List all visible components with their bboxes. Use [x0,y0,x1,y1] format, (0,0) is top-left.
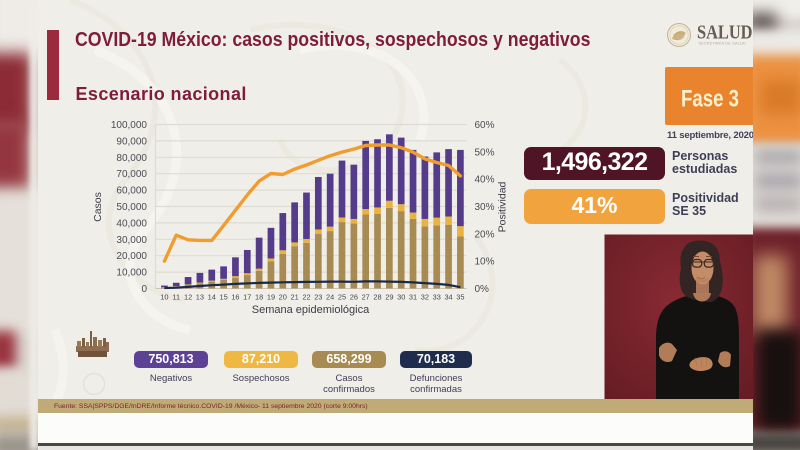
svg-text:50,000: 50,000 [116,202,147,213]
svg-text:12: 12 [184,292,192,301]
svg-text:10%: 10% [475,257,495,268]
svg-text:60%: 60% [475,120,495,131]
svg-text:70,000: 70,000 [116,169,147,180]
svg-text:22: 22 [302,292,310,301]
svg-text:50%: 50% [475,147,495,158]
svg-text:13: 13 [196,292,204,301]
svg-text:11: 11 [172,292,180,301]
svg-text:33: 33 [433,292,441,301]
svg-text:100,000: 100,000 [111,120,148,131]
svg-text:20%: 20% [475,229,495,240]
svg-text:Casos: Casos [92,192,104,222]
svg-text:32: 32 [421,292,429,301]
svg-text:30,000: 30,000 [116,235,147,246]
svg-text:23: 23 [314,292,322,301]
svg-text:60,000: 60,000 [116,186,147,197]
svg-text:20: 20 [279,292,287,301]
svg-text:20,000: 20,000 [116,251,147,262]
svg-text:SECRETARÍA DE SALUD: SECRETARÍA DE SALUD [699,42,746,46]
svg-text:SALUD: SALUD [697,21,753,43]
svg-text:40,000: 40,000 [116,218,147,229]
svg-text:0: 0 [141,284,147,295]
svg-text:16: 16 [231,292,239,301]
svg-text:Positividad: Positividad [497,181,509,232]
svg-text:24: 24 [326,292,334,301]
svg-text:0%: 0% [475,284,490,295]
svg-text:10,000: 10,000 [116,268,147,279]
svg-text:90,000: 90,000 [116,136,147,147]
svg-text:17: 17 [243,292,251,301]
svg-text:10: 10 [160,292,168,301]
svg-text:15: 15 [219,292,227,301]
svg-text:14: 14 [208,292,216,301]
svg-text:30%: 30% [475,202,495,213]
svg-text:25: 25 [338,292,346,301]
svg-text:31: 31 [409,292,417,301]
svg-text:29: 29 [385,292,393,301]
svg-text:27: 27 [362,292,370,301]
svg-text:40%: 40% [475,175,495,186]
svg-text:80,000: 80,000 [116,153,147,164]
svg-text:26: 26 [350,292,358,301]
svg-text:34: 34 [444,292,452,301]
svg-text:19: 19 [267,292,275,301]
svg-text:Semana epidemiológica: Semana epidemiológica [252,304,370,316]
svg-text:18: 18 [255,292,263,301]
svg-text:21: 21 [291,292,299,301]
svg-text:30: 30 [397,292,405,301]
svg-text:28: 28 [373,292,381,301]
svg-text:35: 35 [456,292,464,301]
